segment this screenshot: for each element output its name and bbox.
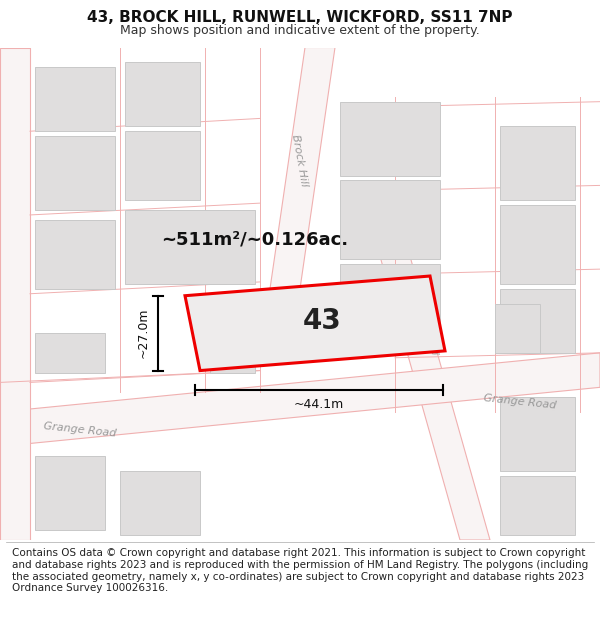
Text: ~27.0m: ~27.0m: [137, 308, 150, 358]
Text: Brock Hill: Brock Hill: [421, 301, 440, 355]
Polygon shape: [125, 131, 200, 200]
Polygon shape: [340, 102, 440, 176]
Text: ~511m²/~0.126ac.: ~511m²/~0.126ac.: [161, 231, 349, 249]
Polygon shape: [35, 456, 105, 530]
Polygon shape: [500, 476, 575, 535]
Text: ~44.1m: ~44.1m: [294, 398, 344, 411]
Polygon shape: [500, 205, 575, 284]
Polygon shape: [125, 62, 200, 126]
Polygon shape: [35, 136, 115, 210]
Text: Map shows position and indicative extent of the property.: Map shows position and indicative extent…: [120, 24, 480, 37]
Polygon shape: [340, 181, 440, 259]
Polygon shape: [500, 397, 575, 471]
Polygon shape: [125, 210, 255, 284]
Polygon shape: [500, 289, 575, 353]
Polygon shape: [35, 220, 115, 289]
Text: Contains OS data © Crown copyright and database right 2021. This information is : Contains OS data © Crown copyright and d…: [12, 549, 588, 593]
Text: 43, BROCK HILL, RUNWELL, WICKFORD, SS11 7NP: 43, BROCK HILL, RUNWELL, WICKFORD, SS11 …: [87, 9, 513, 24]
Polygon shape: [340, 264, 440, 338]
Polygon shape: [35, 333, 105, 372]
Polygon shape: [35, 68, 115, 131]
Polygon shape: [265, 48, 335, 323]
Polygon shape: [120, 471, 200, 535]
Polygon shape: [360, 186, 490, 540]
Polygon shape: [0, 48, 30, 540]
Polygon shape: [0, 353, 600, 446]
Text: Grange Road: Grange Road: [483, 393, 557, 411]
Text: 43: 43: [302, 308, 341, 336]
Polygon shape: [185, 276, 445, 371]
Polygon shape: [210, 328, 255, 372]
Polygon shape: [500, 126, 575, 200]
Text: Brock Hill: Brock Hill: [290, 134, 310, 188]
Text: Grange Road: Grange Road: [43, 421, 117, 439]
Polygon shape: [495, 304, 540, 353]
